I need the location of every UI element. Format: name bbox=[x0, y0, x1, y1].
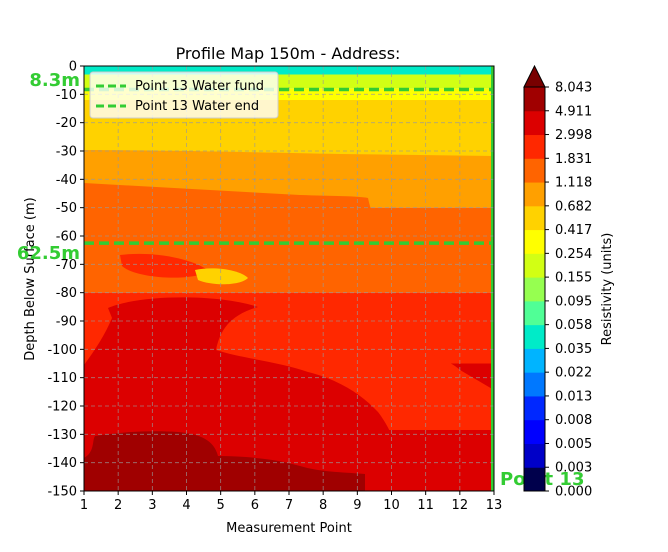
colorbar-tick-label: 0.417 bbox=[555, 223, 592, 238]
colorbar-cell bbox=[524, 158, 545, 183]
colorbar-cell bbox=[524, 348, 545, 373]
x-tick-label: 12 bbox=[452, 498, 469, 513]
colorbar-tick-label: 0.005 bbox=[555, 437, 592, 452]
colorbar-cell bbox=[524, 324, 545, 349]
legend: Point 13 Water fund Point 13 Water end bbox=[89, 71, 279, 119]
x-tick-label: 8 bbox=[319, 498, 327, 513]
colorbar-cell bbox=[524, 229, 545, 254]
colorbar-title: Resistivity (units) bbox=[600, 233, 615, 346]
colorbar-tick-label: 1.118 bbox=[555, 176, 592, 191]
y-tick-label: -10 bbox=[56, 88, 77, 103]
colorbar-tick-label: 0.000 bbox=[555, 485, 592, 500]
colorbar-tick-label: 0.682 bbox=[555, 199, 592, 214]
depth-band-0 bbox=[84, 66, 494, 75]
colorbar: 0.000 0.003 0.005 0.008 0.013 0.022 0.035 0.058… bbox=[523, 64, 615, 500]
colorbar-cell bbox=[524, 419, 545, 444]
x-tick-label: 1 bbox=[80, 498, 88, 513]
colorbar-tick-label: 0.254 bbox=[555, 247, 592, 262]
y-tick-label: -80 bbox=[56, 286, 77, 301]
colorbar-cell bbox=[524, 395, 545, 421]
x-tick-label: 10 bbox=[383, 498, 400, 513]
colorbar-tick-label: 0.022 bbox=[555, 366, 592, 381]
y-tick-label: -110 bbox=[47, 371, 77, 386]
x-axis-title: Measurement Point bbox=[226, 521, 352, 536]
colorbar-cell bbox=[524, 134, 545, 159]
x-tick-label: 13 bbox=[486, 498, 503, 513]
contour-mid-red-patch bbox=[120, 253, 210, 278]
colorbar-cell bbox=[524, 253, 545, 278]
annotation-water-end-depth: 62.5m bbox=[17, 243, 80, 264]
colorbar-tick-label: 0.035 bbox=[555, 342, 592, 357]
colorbar-over-extension bbox=[523, 64, 546, 88]
x-tick-label: 7 bbox=[285, 498, 293, 513]
x-tick-label: 3 bbox=[148, 498, 156, 513]
y-tick-label: -60 bbox=[56, 230, 77, 245]
colorbar-tick-label: 1.831 bbox=[555, 152, 592, 167]
grid-lines bbox=[83, 65, 495, 492]
colorbar-cell bbox=[524, 87, 545, 112]
colorbar-cell bbox=[524, 205, 545, 231]
x-tick-label: 6 bbox=[251, 498, 259, 513]
contour-deepest-core bbox=[84, 431, 365, 491]
colorbar-tick-label: 0.013 bbox=[555, 389, 592, 404]
y-tick-label: -120 bbox=[47, 400, 77, 415]
chart-title: Profile Map 150m - Address: bbox=[176, 44, 401, 63]
y-tick-label: -100 bbox=[47, 343, 77, 358]
colorbar-frame bbox=[523, 86, 546, 492]
y-tick-label: -50 bbox=[56, 201, 77, 216]
colorbar-cell bbox=[524, 110, 545, 136]
colorbar-tick-label: 0.008 bbox=[555, 413, 592, 428]
colorbar-tick-label: 0.155 bbox=[555, 271, 592, 286]
colorbar-tick-label: 0.003 bbox=[555, 461, 592, 476]
colorbar-tick-label: 4.911 bbox=[555, 104, 592, 119]
contour-yellow-inner-patch bbox=[195, 268, 248, 285]
x-tick-label: 5 bbox=[217, 498, 225, 513]
y-tick-label: -20 bbox=[56, 116, 77, 131]
colorbar-tick-label: 0.095 bbox=[555, 294, 592, 309]
colorbar-tick-label: 8.043 bbox=[555, 81, 592, 96]
y-tick-label: 0 bbox=[69, 60, 77, 75]
legend-label-water-end: Point 13 Water end bbox=[135, 99, 259, 114]
colorbar-tick-label: 0.058 bbox=[555, 318, 592, 333]
colorbar-cell bbox=[524, 277, 545, 302]
colorbar-cell bbox=[524, 467, 545, 492]
y-axis-ticks: 0 -10 -20 -30 -40 -50 -60 -70 -80 -90 -100 -110 -120… bbox=[47, 60, 84, 500]
y-tick-label: -70 bbox=[56, 258, 77, 273]
y-axis-title: Depth Below Surface (m) bbox=[23, 197, 38, 360]
x-tick-label: 11 bbox=[417, 498, 434, 513]
colorbar-cell bbox=[524, 443, 545, 468]
legend-box bbox=[89, 71, 279, 119]
x-tick-label: 2 bbox=[114, 498, 122, 513]
y-tick-label: -150 bbox=[47, 485, 77, 500]
y-tick-label: -130 bbox=[47, 428, 77, 443]
y-tick-label: -30 bbox=[56, 145, 77, 160]
x-axis-ticks: 1 2 3 4 5 6 7 8 9 10 11 12 13 bbox=[80, 491, 502, 513]
y-tick-label: -90 bbox=[56, 315, 77, 330]
legend-label-water-fund: Point 13 Water fund bbox=[135, 79, 264, 94]
colorbar-cell bbox=[524, 182, 545, 207]
colorbar-cell bbox=[524, 300, 545, 326]
x-tick-label: 9 bbox=[353, 498, 361, 513]
x-tick-label: 4 bbox=[182, 498, 190, 513]
annotation-water-fund-depth: 8.3m bbox=[29, 70, 80, 91]
colorbar-cell bbox=[524, 372, 545, 397]
y-tick-label: -140 bbox=[47, 456, 77, 471]
point-13-edge-strip bbox=[491, 66, 494, 491]
y-tick-label: -40 bbox=[56, 173, 77, 188]
colorbar-tick-label: 2.998 bbox=[555, 128, 592, 143]
